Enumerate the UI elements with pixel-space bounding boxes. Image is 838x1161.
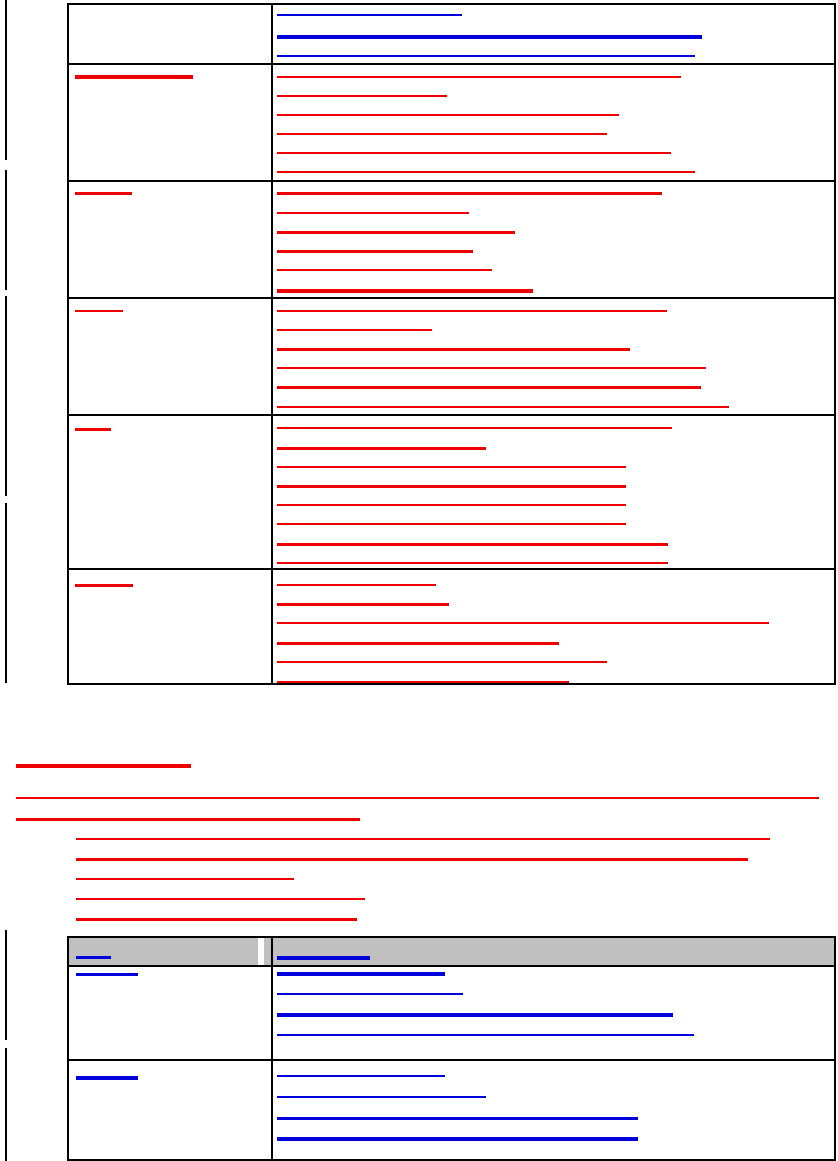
top-table-row-1-content-bar-2 xyxy=(277,35,702,39)
table-row-divider-4 xyxy=(69,414,834,416)
table-row-divider-1 xyxy=(69,63,834,65)
bottom-table-row-1-content-bar-4 xyxy=(277,1034,694,1036)
top-table-row-3-content-bar-6 xyxy=(277,289,533,293)
top-table-row-6-content-bar-1 xyxy=(277,584,436,586)
table-column-divider xyxy=(271,5,273,683)
top-table-row-5-content-bar-8 xyxy=(277,562,668,564)
top-table-row-4-content-bar-2 xyxy=(277,329,432,331)
bottom-table-row-1-label-bar-1 xyxy=(76,973,138,976)
top-table-row-4-content-bar-6 xyxy=(277,406,729,408)
top-table-row-5-content-bar-6 xyxy=(277,523,626,525)
bottom-table-row-1-content-bar-2 xyxy=(277,993,463,995)
change-bar-2 xyxy=(5,170,7,290)
table-row-divider-3 xyxy=(69,297,834,299)
table-row-divider-1 xyxy=(69,1059,834,1061)
change-bar-3 xyxy=(5,296,7,496)
top-table-row-6-content-bar-3 xyxy=(277,622,769,624)
top-table-row-5-content-bar-3 xyxy=(277,466,626,468)
top-table-row-4-content-bar-3 xyxy=(277,348,630,351)
top-table-row-6-content-bar-2 xyxy=(277,603,449,606)
top-table-row-1-content-bar-3 xyxy=(277,55,695,57)
bottom-table-row-1-content-bar-3 xyxy=(277,1013,673,1017)
body-text-bar-5 xyxy=(76,858,748,861)
table-header-column-gap xyxy=(258,938,264,965)
top-table-row-4-content-bar-4 xyxy=(277,367,706,369)
bottom-table-row-2-content-bar-3 xyxy=(277,1117,638,1120)
table-row-divider-2 xyxy=(69,180,834,182)
top-table-row-5-content-bar-2 xyxy=(277,447,486,450)
body-text-bar-3 xyxy=(16,818,360,821)
top-table-row-3-content-bar-5 xyxy=(277,269,492,271)
top-table-row-6-content-bar-6 xyxy=(277,681,569,683)
top-table-row-6-content-bar-5 xyxy=(277,661,607,663)
body-text-bar-6 xyxy=(76,878,294,880)
top-table-row-1-content-bar-1 xyxy=(277,14,462,16)
top-table-row-2-content-bar-5 xyxy=(277,152,671,154)
top-table-row-3-label-bar-1 xyxy=(75,192,132,195)
top-table-row-2-content-bar-2 xyxy=(277,95,447,97)
change-bar-4 xyxy=(5,503,7,683)
top-table-row-2-content-bar-4 xyxy=(277,133,607,135)
body-text-bar-8 xyxy=(76,918,357,921)
body-text-bar-7 xyxy=(76,898,365,900)
top-table-row-4-content-bar-5 xyxy=(277,386,701,389)
top-table xyxy=(67,3,836,685)
bottom-table-row-2-content-bar-2 xyxy=(277,1096,486,1098)
top-table-row-3-content-bar-1 xyxy=(277,192,662,195)
top-table-row-3-content-bar-4 xyxy=(277,250,473,253)
top-table-row-6-label-bar-1 xyxy=(75,584,133,587)
top-table-row-5-content-bar-4 xyxy=(277,485,626,488)
body-text-bar-2 xyxy=(16,797,819,799)
top-table-row-4-label-bar-1 xyxy=(75,310,123,312)
top-table-row-2-label-bar-1 xyxy=(75,75,193,79)
table-row-divider-5 xyxy=(69,568,834,570)
bottom-table-row-2-content-bar-1 xyxy=(277,1075,445,1077)
top-table-row-3-content-bar-2 xyxy=(277,212,469,214)
top-table-row-2-content-bar-1 xyxy=(277,76,681,78)
bottom-table-row-2-label-bar-1 xyxy=(76,1076,138,1080)
table-header-cell-right xyxy=(273,938,834,965)
top-table-row-5-content-bar-1 xyxy=(277,427,672,429)
top-table-row-3-content-bar-3 xyxy=(277,231,515,234)
bottom-table-header-label-bar-1 xyxy=(76,956,111,959)
body-text-bar-4 xyxy=(76,838,770,840)
top-table-row-2-content-bar-3 xyxy=(277,114,619,116)
top-table-row-5-content-bar-7 xyxy=(277,543,668,546)
top-table-row-6-content-bar-4 xyxy=(277,642,559,645)
top-table-row-5-label-bar-1 xyxy=(75,428,111,431)
table-header-bottom-rule xyxy=(69,965,834,967)
bottom-table-row-1-content-bar-1 xyxy=(277,972,445,976)
bottom-table-header-content-bar-1 xyxy=(277,956,370,960)
body-text-bar-1 xyxy=(16,764,191,768)
change-bar-5 xyxy=(5,930,7,1040)
change-bar-6 xyxy=(5,1048,7,1161)
top-table-row-2-content-bar-6 xyxy=(277,171,695,173)
bottom-table xyxy=(67,936,836,1161)
table-header-cell-left xyxy=(69,938,271,965)
change-bar-1 xyxy=(5,0,7,160)
bottom-table-row-2-content-bar-4 xyxy=(277,1137,638,1141)
top-table-row-4-content-bar-1 xyxy=(277,310,667,312)
top-table-row-5-content-bar-5 xyxy=(277,504,626,506)
table-column-divider xyxy=(271,938,273,1159)
